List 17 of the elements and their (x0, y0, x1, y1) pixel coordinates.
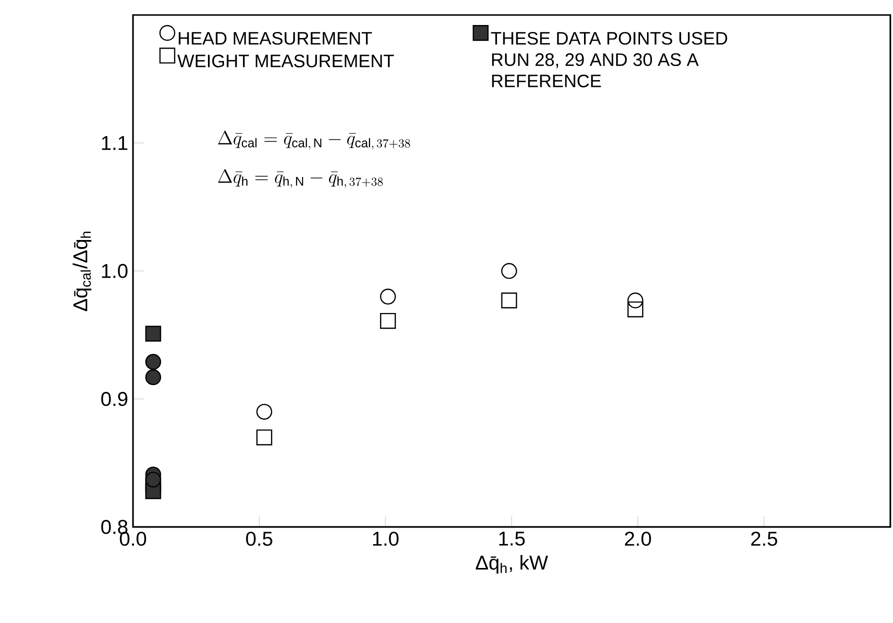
legend-label: WEIGHT MEASUREMENT (177, 54, 394, 68)
legend-label: HEAD MEASUREMENT (178, 32, 372, 45)
x-tick-label: 2.5 (751, 532, 778, 546)
y-axis-title: Δq̄$_{cal}$/Δq̄$_{h}$ (72, 232, 92, 312)
x-tick-label: 0.0 (120, 532, 146, 546)
annotation: $\Delta\bar{q}_{\mathrm{cal}}=\bar{q}_{\mathrm{cal},\,\mathrm{N}}-\bar{q}_{\mathrm{cal},\,37+38}$ (218, 130, 410, 150)
annotation: $\Delta\bar{q}_{\mathrm{h}}=\bar{q}_{\mathrm{h},\,\mathrm{N}}-\bar{q}_{\mathrm{h},\,37+38}$ (218, 169, 383, 188)
x-tick-label: 1.5 (499, 532, 525, 546)
x-axis-title: Δq̄$_{h}$, kW (476, 555, 548, 574)
x-tick-label: 1.0 (373, 532, 399, 546)
x-tick-label: 0.5 (246, 532, 272, 546)
y-tick-label: 0.8 (101, 520, 128, 534)
legend-label: THESE DATA POINTS USED RUN 28, 29 AND 30 AS A REFERENCE (491, 32, 728, 88)
y-tick-label: 1.0 (102, 264, 128, 278)
x-tick-label: 2.0 (624, 532, 651, 546)
y-tick-label: 1.1 (102, 136, 128, 150)
y-tick-label: 0.9 (101, 392, 128, 406)
